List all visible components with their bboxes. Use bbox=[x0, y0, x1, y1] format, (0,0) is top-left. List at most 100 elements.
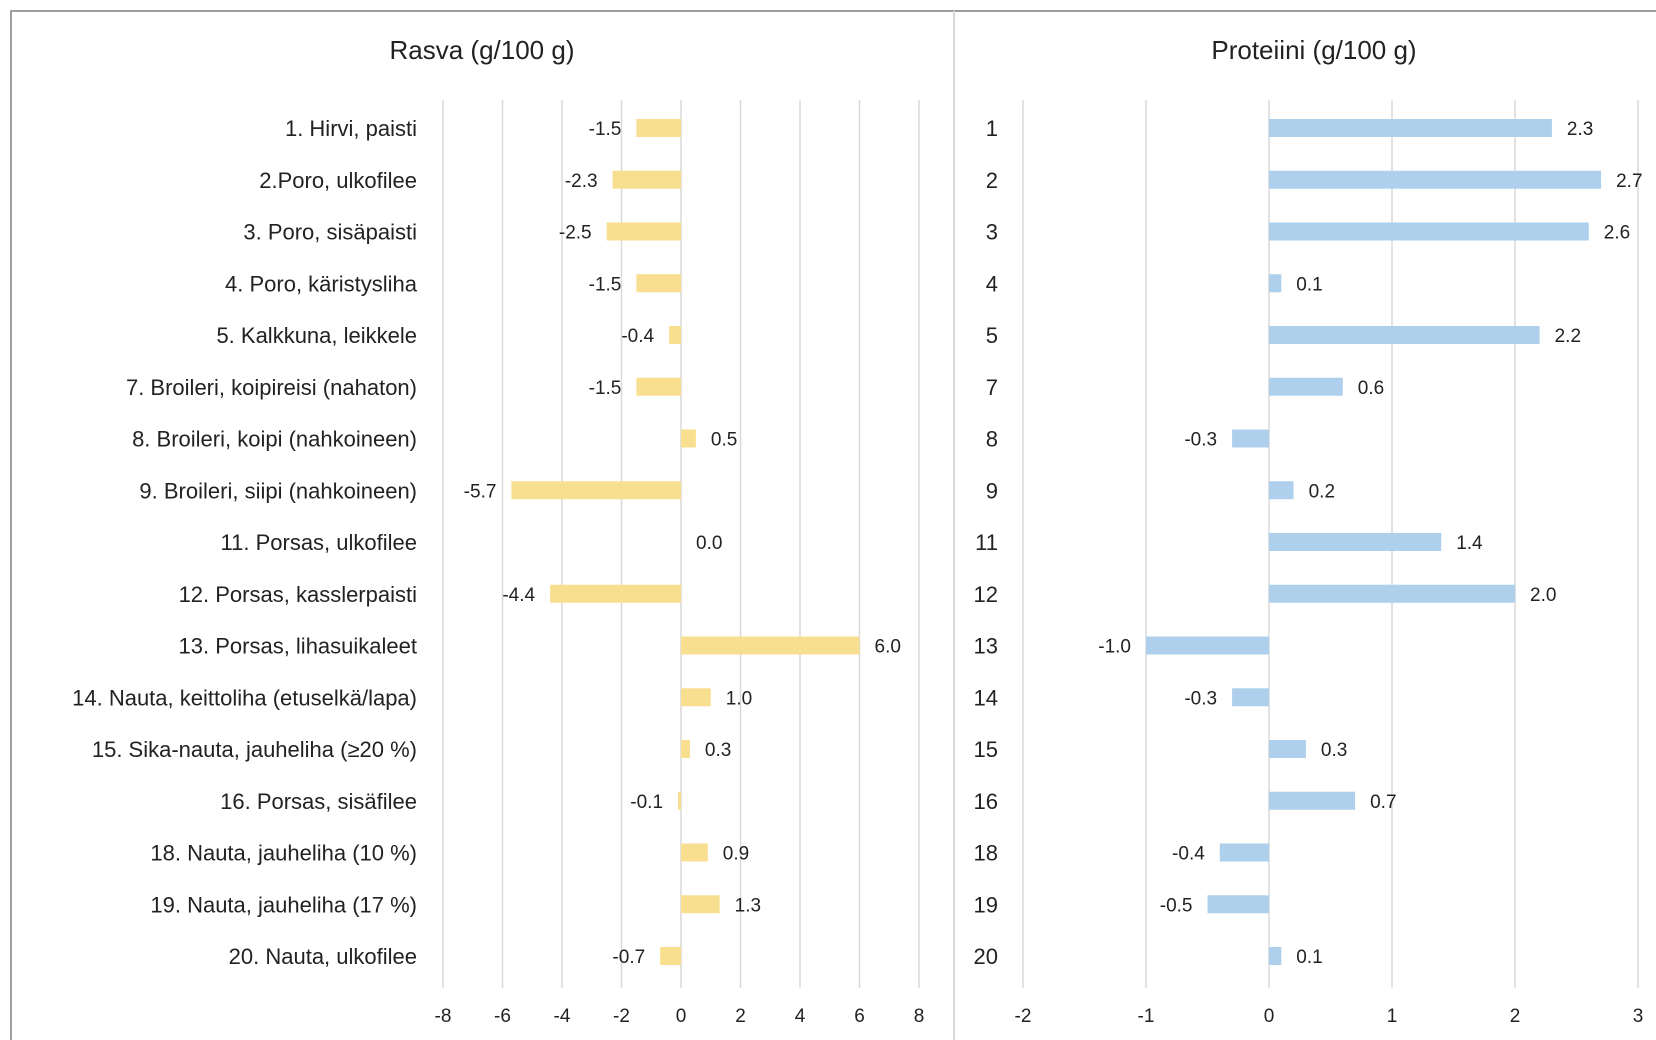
fat-category-label: 20. Nauta, ulkofilee bbox=[229, 944, 417, 969]
fat-chart-title: Rasva (g/100 g) bbox=[390, 35, 575, 65]
fat-bar bbox=[681, 688, 711, 707]
protein-category-label: 19 bbox=[974, 892, 998, 917]
fat-bar bbox=[681, 895, 720, 914]
fat-data-label: -0.4 bbox=[621, 326, 654, 347]
protein-bar bbox=[1232, 688, 1269, 707]
fat-category-label: 14. Nauta, keittoliha (etuselkä/lapa) bbox=[72, 685, 417, 710]
protein-data-label: -0.4 bbox=[1172, 844, 1205, 865]
protein-category-label: 15 bbox=[974, 737, 998, 762]
protein-bars bbox=[1146, 119, 1602, 965]
fat-bar bbox=[681, 740, 690, 758]
fat-tick-label: -4 bbox=[554, 1006, 571, 1027]
fat-data-label: 1.0 bbox=[726, 688, 752, 709]
fat-bar bbox=[636, 377, 681, 396]
fat-bar bbox=[636, 119, 681, 137]
protein-category-label: 7 bbox=[986, 375, 998, 400]
fat-bar bbox=[681, 636, 860, 655]
protein-bar bbox=[1269, 791, 1356, 810]
protein-data-label: -1.0 bbox=[1098, 637, 1131, 658]
fat-bar bbox=[681, 429, 696, 448]
fat-category-label: 18. Nauta, jauheliha (10 %) bbox=[150, 841, 417, 866]
fat-category-label: 13. Porsas, lihasuikaleet bbox=[179, 634, 417, 659]
protein-data-label: 0.6 bbox=[1358, 378, 1384, 399]
fat-data-label: -0.7 bbox=[612, 947, 645, 968]
fat-bar bbox=[511, 481, 681, 500]
protein-category-label: 11 bbox=[975, 530, 998, 555]
fat-data-label: -2.5 bbox=[559, 223, 592, 244]
fat-tick-label: -6 bbox=[494, 1006, 511, 1027]
protein-bar bbox=[1269, 377, 1343, 396]
fat-tick-label: 0 bbox=[676, 1006, 687, 1027]
protein-data-label: 0.1 bbox=[1296, 274, 1322, 295]
protein-tick-label: 3 bbox=[1633, 1006, 1644, 1027]
fat-data-label: 6.0 bbox=[875, 637, 901, 658]
protein-panel: Proteiini (g/100 g) 2.3 2.7 2.6 0.1 2.2 0.6 -0… bbox=[974, 35, 1644, 1027]
fat-category-label: 12. Porsas, kasslerpaisti bbox=[179, 582, 417, 607]
fat-tick-label: 4 bbox=[795, 1006, 806, 1027]
fat-data-label: 0.9 bbox=[723, 844, 749, 865]
protein-bar bbox=[1269, 274, 1282, 293]
protein-bar bbox=[1269, 947, 1282, 965]
fat-category-label: 5. Kalkkuna, leikkele bbox=[216, 323, 417, 348]
protein-category-label: 1 bbox=[986, 116, 998, 141]
protein-data-labels: 2.3 2.7 2.6 0.1 2.2 0.6 -0.3 0.2 1.4 2.0 -1.0 -0.3 0… bbox=[1098, 119, 1642, 968]
fat-data-label: 0.5 bbox=[711, 430, 737, 451]
fat-bar bbox=[636, 274, 681, 293]
protein-data-label: 0.3 bbox=[1321, 740, 1347, 761]
protein-category-label: 2 bbox=[986, 168, 998, 193]
protein-bar bbox=[1219, 843, 1269, 862]
protein-tick-labels: -2 -1 0 1 2 3 bbox=[1015, 1006, 1644, 1027]
protein-data-label: 2.6 bbox=[1604, 223, 1630, 244]
protein-bar bbox=[1269, 481, 1294, 500]
chart-frame bbox=[10, 10, 1656, 1040]
fat-category-labels: 1. Hirvi, paisti 2.Poro, ulkofilee 3. Poro… bbox=[72, 116, 418, 969]
protein-tick-label: 1 bbox=[1387, 1006, 1398, 1027]
protein-category-label: 8 bbox=[986, 427, 998, 452]
protein-bar bbox=[1269, 584, 1515, 603]
protein-bar bbox=[1269, 326, 1540, 344]
protein-category-label: 5 bbox=[986, 323, 998, 348]
fat-data-label: -1.5 bbox=[589, 119, 622, 140]
protein-bar bbox=[1269, 222, 1589, 241]
protein-bar bbox=[1269, 119, 1552, 137]
protein-tick-label: 2 bbox=[1510, 1006, 1521, 1027]
fat-category-label: 9. Broileri, siipi (nahkoineen) bbox=[139, 478, 417, 503]
fat-panel: Rasva (g/100 g) -1.5-2.3-2.5-1.5-0.4-1.5… bbox=[72, 35, 924, 1027]
fat-data-label: -4.4 bbox=[502, 585, 535, 606]
fat-data-label: -2.3 bbox=[565, 171, 598, 192]
protein-category-label: 12 bbox=[974, 582, 998, 607]
protein-bar bbox=[1232, 429, 1269, 448]
fat-gridlines bbox=[442, 100, 920, 988]
protein-bar bbox=[1269, 740, 1306, 758]
fat-tick-label: 6 bbox=[854, 1006, 865, 1027]
protein-data-label: 0.7 bbox=[1370, 792, 1396, 813]
fat-bars bbox=[511, 119, 860, 965]
protein-data-label: -0.5 bbox=[1160, 895, 1193, 916]
fat-data-label: 0.0 bbox=[696, 533, 722, 554]
protein-bar bbox=[1207, 895, 1269, 914]
protein-data-label: 1.4 bbox=[1456, 533, 1483, 554]
fat-data-label: -0.1 bbox=[630, 792, 663, 813]
protein-bar bbox=[1269, 170, 1602, 189]
protein-data-label: 0.2 bbox=[1309, 481, 1335, 502]
protein-data-label: 2.0 bbox=[1530, 585, 1556, 606]
protein-data-label: 2.7 bbox=[1616, 171, 1642, 192]
protein-bar bbox=[1146, 636, 1269, 655]
fat-data-label: -5.7 bbox=[464, 481, 497, 502]
fat-bar bbox=[660, 947, 681, 965]
protein-category-label: 9 bbox=[986, 478, 998, 503]
protein-data-label: 0.1 bbox=[1296, 947, 1322, 968]
fat-data-label: -1.5 bbox=[589, 274, 622, 295]
protein-tick-label: -2 bbox=[1015, 1006, 1032, 1027]
protein-category-label: 20 bbox=[974, 944, 998, 969]
fat-category-label: 11. Porsas, ulkofilee bbox=[221, 530, 417, 555]
protein-category-label: 3 bbox=[986, 220, 998, 245]
protein-data-label: 2.2 bbox=[1555, 326, 1581, 347]
fat-bar bbox=[678, 791, 681, 810]
protein-tick-label: -1 bbox=[1138, 1006, 1155, 1027]
fat-bar bbox=[550, 584, 681, 603]
fat-category-label: 15. Sika-nauta, jauheliha (≥20 %) bbox=[92, 737, 417, 762]
protein-category-label: 14 bbox=[974, 685, 998, 710]
protein-data-label: -0.3 bbox=[1184, 688, 1217, 709]
